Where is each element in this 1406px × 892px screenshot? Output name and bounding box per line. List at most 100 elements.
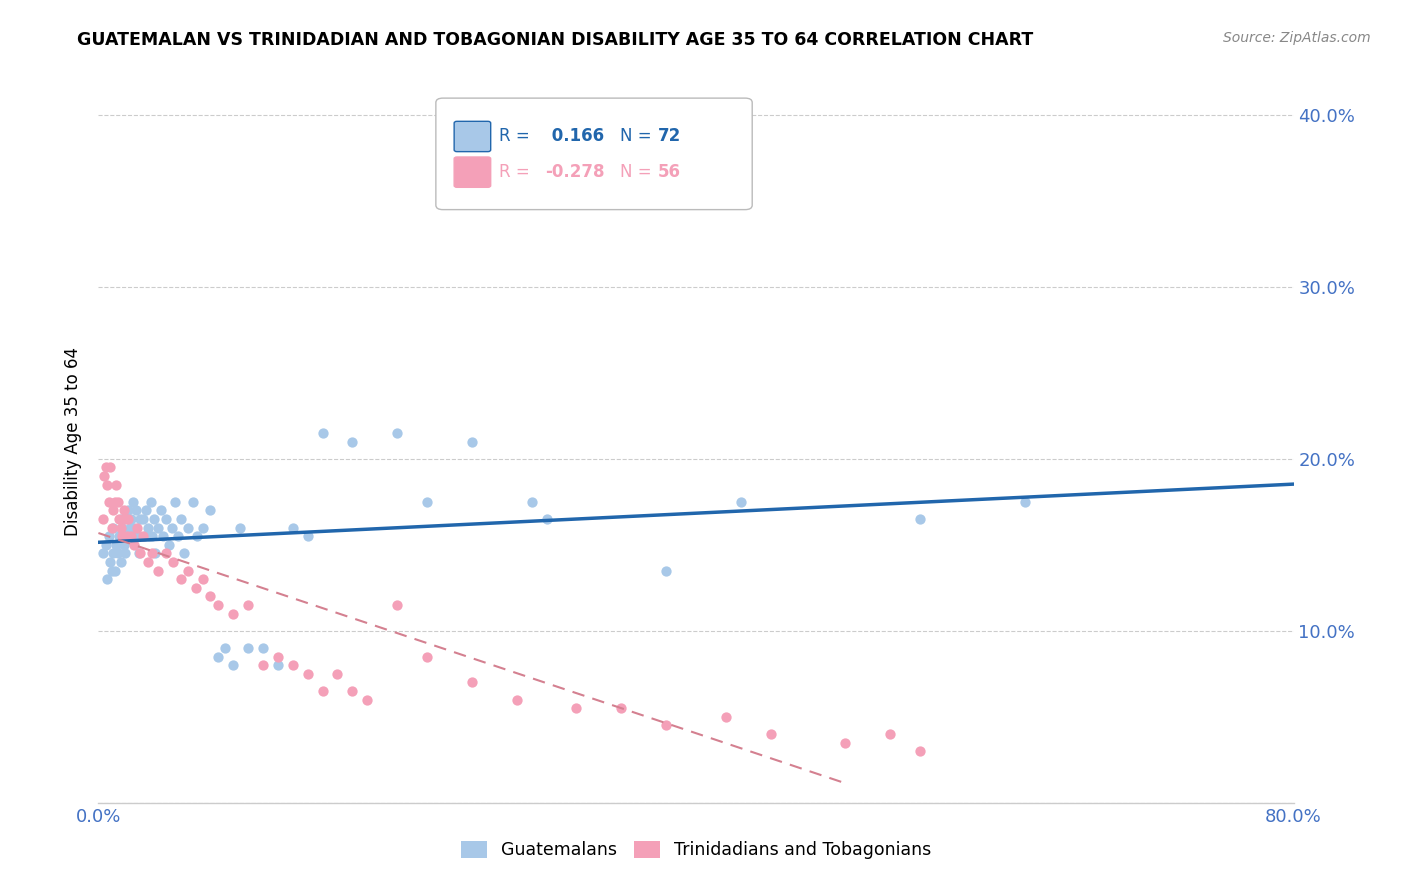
Point [186, 529, 208, 543]
Point [281, 658, 304, 673]
Point [120, 512, 142, 526]
Point [120, 529, 142, 543]
Point [214, 640, 236, 655]
Point [252, 658, 274, 673]
Text: 0.166: 0.166 [546, 128, 603, 145]
Point [98, 460, 122, 475]
Point [536, 512, 558, 526]
Point [342, 434, 364, 449]
Point [297, 666, 319, 681]
Point [107, 494, 129, 508]
Point [834, 735, 856, 749]
Point [124, 538, 146, 552]
Point [103, 503, 125, 517]
Point [129, 512, 152, 526]
Text: N =: N = [620, 163, 657, 181]
Point [112, 538, 135, 552]
Point [143, 546, 166, 560]
Legend: Guatemalans, Trinidadians and Tobagonians: Guatemalans, Trinidadians and Tobagonian… [454, 834, 938, 866]
Point [520, 494, 543, 508]
Point [281, 520, 304, 534]
Point [152, 529, 174, 543]
Point [267, 649, 290, 664]
Point [125, 503, 148, 517]
Point [132, 529, 155, 543]
Point [110, 512, 132, 526]
Point [141, 529, 163, 543]
Point [98, 555, 122, 569]
Point [115, 529, 138, 543]
Point [105, 477, 128, 491]
Point [135, 503, 157, 517]
Point [181, 494, 204, 508]
Point [128, 546, 150, 560]
Point [104, 494, 127, 508]
Point [96, 477, 118, 491]
Point [461, 675, 484, 690]
Point [124, 520, 146, 534]
Text: 72: 72 [658, 128, 682, 145]
Point [117, 512, 139, 526]
Point [163, 494, 186, 508]
Point [311, 684, 333, 698]
Point [142, 512, 165, 526]
Point [112, 503, 135, 517]
Point [416, 494, 439, 508]
Point [101, 564, 124, 578]
Text: 56: 56 [658, 163, 681, 181]
Point [94, 460, 117, 475]
Point [610, 701, 633, 715]
Point [759, 727, 782, 741]
Point [134, 529, 156, 543]
Point [150, 503, 173, 517]
Point [118, 520, 141, 534]
Point [222, 658, 245, 673]
Point [93, 469, 115, 483]
Point [103, 546, 125, 560]
Point [96, 572, 118, 586]
Point [416, 649, 439, 664]
Point [136, 555, 159, 569]
Point [138, 529, 160, 543]
Point [103, 520, 125, 534]
Point [148, 564, 170, 578]
Point [252, 640, 274, 655]
Point [297, 529, 319, 543]
Point [506, 692, 529, 706]
Point [356, 692, 378, 706]
Point [129, 546, 152, 560]
Point [121, 494, 143, 508]
Point [565, 701, 588, 715]
Point [111, 529, 134, 543]
Point [1014, 494, 1036, 508]
Text: GUATEMALAN VS TRINIDADIAN AND TOBAGONIAN DISABILITY AGE 35 TO 64 CORRELATION CHA: GUATEMALAN VS TRINIDADIAN AND TOBAGONIAN… [77, 31, 1033, 49]
Point [132, 512, 155, 526]
Point [311, 425, 333, 440]
Point [236, 640, 259, 655]
Point [110, 520, 132, 534]
Point [908, 744, 931, 758]
Point [191, 572, 214, 586]
Point [148, 520, 170, 534]
Point [200, 503, 222, 517]
Point [114, 512, 136, 526]
Point [655, 718, 678, 732]
Point [110, 555, 132, 569]
Point [139, 494, 162, 508]
Point [94, 538, 117, 552]
Point [200, 590, 222, 604]
Text: -0.278: -0.278 [546, 163, 605, 181]
Point [207, 649, 229, 664]
Point [157, 538, 180, 552]
Point [169, 512, 191, 526]
Point [114, 546, 136, 560]
Point [117, 512, 139, 526]
Point [97, 494, 120, 508]
Point [162, 555, 184, 569]
Point [127, 529, 149, 543]
Point [155, 546, 177, 560]
Point [191, 520, 214, 534]
Point [655, 564, 678, 578]
Point [108, 529, 131, 543]
Point [222, 607, 245, 621]
